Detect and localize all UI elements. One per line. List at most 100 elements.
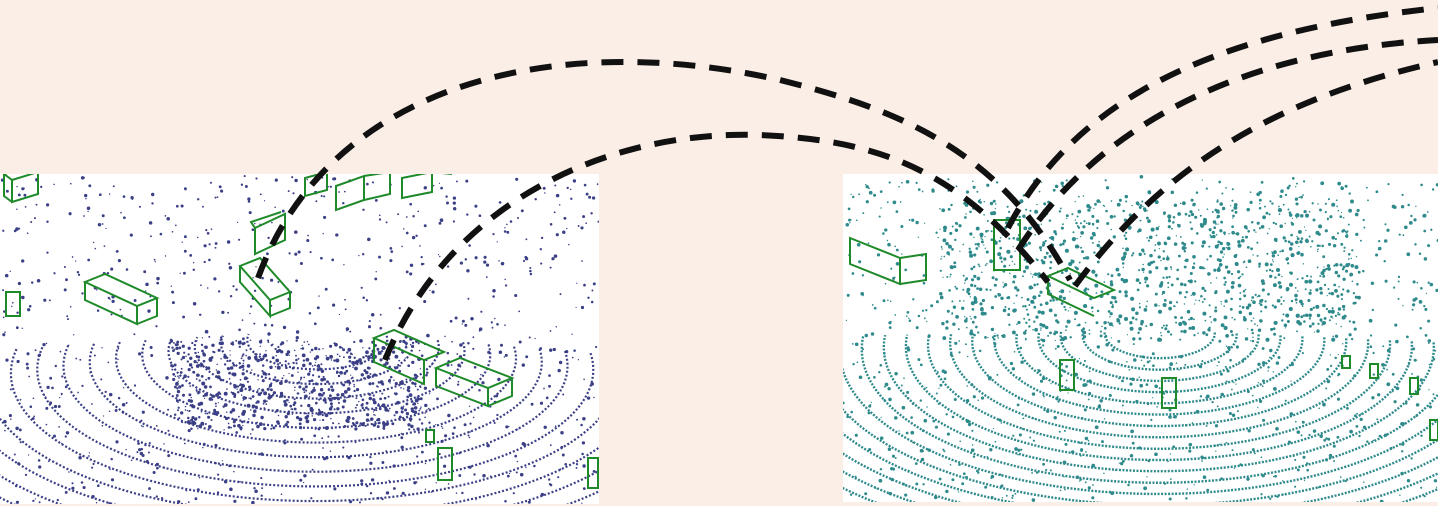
lidar-point xyxy=(1200,455,1204,459)
lidar-point xyxy=(1105,186,1110,190)
lidar-point xyxy=(1357,270,1361,274)
lidar-point xyxy=(1296,468,1300,472)
lidar-point xyxy=(217,290,221,293)
lidar-point xyxy=(1340,242,1344,246)
lidar-point xyxy=(575,306,577,308)
lidar-point xyxy=(96,484,100,488)
lidar-point xyxy=(975,247,979,250)
lidar-point xyxy=(941,208,946,213)
lidar-point xyxy=(1118,377,1121,380)
lidar-point xyxy=(172,366,174,368)
lidar-point xyxy=(298,422,302,426)
lidar-point xyxy=(568,243,570,246)
lidar-point xyxy=(217,348,221,352)
lidar-point xyxy=(365,350,369,355)
lidar-point xyxy=(1016,237,1020,241)
lidar-point xyxy=(202,205,204,208)
lidar-point xyxy=(1399,494,1401,497)
lidar-point xyxy=(307,403,311,408)
lidar-point xyxy=(125,268,129,271)
lidar-point xyxy=(377,350,379,352)
lidar-point xyxy=(1316,250,1319,253)
lidar-point xyxy=(30,281,34,284)
lidar-point xyxy=(488,344,490,346)
lidar-point xyxy=(1333,283,1337,287)
lidar-point xyxy=(1137,331,1140,335)
lidar-point xyxy=(1099,334,1103,338)
lidar-point xyxy=(1428,389,1430,391)
lidar-point xyxy=(423,299,427,304)
lidar-point xyxy=(1212,220,1217,224)
lidar-point xyxy=(353,383,355,386)
lidar-point xyxy=(496,413,499,417)
lidar-point xyxy=(200,410,203,413)
lidar-point xyxy=(46,385,50,390)
lidar-point xyxy=(922,274,926,277)
lidar-point xyxy=(68,471,70,473)
lidar-point xyxy=(1107,273,1110,276)
lidar-point xyxy=(905,484,908,487)
lidar-point xyxy=(1207,328,1211,332)
lidar-point xyxy=(565,349,569,354)
lidar-point xyxy=(37,459,41,462)
lidar-point xyxy=(958,340,961,342)
lidar-point xyxy=(1260,225,1265,229)
lidar-point xyxy=(1428,363,1431,366)
lidar-point xyxy=(352,366,354,369)
lidar-point xyxy=(1175,362,1178,364)
lidar-point xyxy=(98,193,102,197)
lidar-point xyxy=(378,214,381,217)
lidar-point xyxy=(1114,469,1117,472)
lidar-point xyxy=(133,299,137,302)
lidar-point xyxy=(1166,236,1171,241)
lidar-point xyxy=(1085,222,1088,225)
lidar-point xyxy=(1144,281,1147,284)
lidar-point xyxy=(940,245,943,248)
lidar-point xyxy=(1172,215,1176,219)
lidar-point xyxy=(1356,412,1359,415)
lidar-point xyxy=(1204,319,1207,322)
lidar-point xyxy=(1087,398,1090,401)
lidar-point xyxy=(411,360,415,365)
lidar-point xyxy=(953,261,957,265)
lidar-point xyxy=(1391,204,1396,209)
lidar-point xyxy=(573,349,576,352)
lidar-point xyxy=(416,396,419,399)
lidar-point xyxy=(358,358,362,362)
lidar-point xyxy=(1300,195,1303,199)
lidar-point xyxy=(150,354,154,357)
lidar-point xyxy=(1317,248,1319,251)
right-bounding-boxes xyxy=(849,219,1438,441)
lidar-point xyxy=(1139,174,1144,179)
lidar-point xyxy=(581,441,586,445)
lidar-point xyxy=(540,236,544,240)
lidar-point xyxy=(1011,496,1014,500)
lidar-point xyxy=(1130,296,1135,301)
lidar-point xyxy=(140,447,144,451)
lidar-point xyxy=(2,229,5,232)
lidar-point xyxy=(1042,242,1046,246)
lidar-point xyxy=(452,220,455,223)
lidar-point xyxy=(351,360,355,365)
lidar-point xyxy=(307,372,311,376)
lidar-point xyxy=(1372,351,1375,355)
lidar-point xyxy=(968,247,971,250)
lidar-point xyxy=(45,342,48,345)
lidar-point xyxy=(208,243,211,246)
lidar-point xyxy=(1241,273,1244,276)
lidar-point xyxy=(1027,241,1031,245)
lidar-point xyxy=(1106,221,1110,226)
lidar-point xyxy=(1084,256,1088,260)
lidar-point xyxy=(359,339,363,343)
lidar-point xyxy=(195,417,198,419)
lidar-point xyxy=(1152,397,1154,399)
lidar-point xyxy=(389,382,391,384)
lidar-point xyxy=(856,361,859,364)
lidar-point xyxy=(1238,297,1242,301)
lidar-point xyxy=(1279,250,1282,253)
lidar-point xyxy=(1228,233,1230,235)
lidar-point xyxy=(974,349,976,352)
lidar-point xyxy=(953,265,957,269)
lidar-point xyxy=(361,252,365,256)
lidar-point xyxy=(230,342,234,346)
